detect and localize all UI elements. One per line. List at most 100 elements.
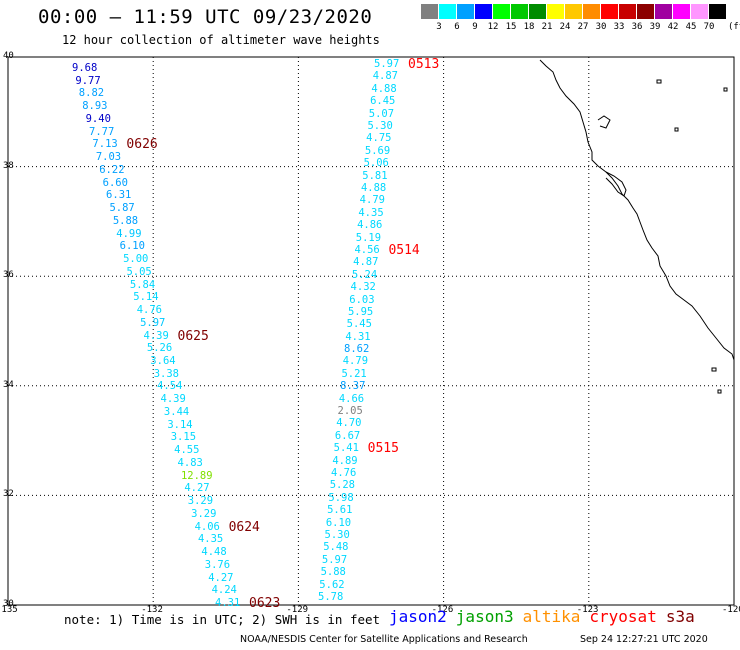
scale-swatch (709, 4, 727, 19)
lat-tick-label: 38 (3, 160, 14, 171)
wave-height-value: 3.64 (150, 354, 176, 367)
coastline-bay (605, 171, 627, 197)
wave-height-value: 7.13 (92, 138, 118, 151)
scale-swatch (583, 4, 601, 19)
lat-lon-grid (8, 57, 734, 605)
wave-height-value: 4.88 (360, 181, 387, 194)
scale-swatch (691, 4, 709, 19)
scale-label: 33 (613, 22, 625, 32)
wave-height-value: 2.05 (337, 405, 363, 418)
wave-height-value: 6.03 (349, 293, 375, 306)
wave-height-value: 5.26 (146, 342, 173, 355)
wave-height-value: 5.87 (109, 202, 135, 215)
pass-time-label: 0514 (388, 242, 420, 258)
scale-swatch (529, 4, 547, 19)
lat-tick-label: 32 (3, 489, 14, 500)
wave-height-value: 3.29 (191, 507, 217, 520)
wave-height-value: 6.10 (325, 516, 352, 529)
pass-time-label: 0624 (228, 519, 260, 535)
wave-height-value: 3.15 (170, 431, 197, 444)
wave-height-value: 5.05 (126, 265, 152, 278)
scale-swatch (493, 4, 511, 19)
footer-note: note: 1) Time is in UTC; 2) SWH is in fe… (64, 612, 381, 627)
wave-height-value: 4.39 (143, 329, 169, 342)
pass-time-label: 0626 (126, 137, 158, 153)
scale-label: 18 (523, 22, 535, 32)
lat-tick-label: 30 (3, 599, 14, 609)
wave-height-value: 8.37 (340, 380, 366, 393)
wave-height-value: 5.61 (327, 504, 353, 517)
scale-swatch (457, 4, 475, 19)
lon-tick-label: -126 (431, 605, 454, 615)
lon-tick-label: -132 (141, 605, 163, 615)
wave-height-value: 5.78 (318, 591, 344, 603)
wave-height-value: 5.62 (319, 578, 345, 591)
map-frame (7, 56, 735, 606)
pass-time-label: 0515 (367, 441, 399, 457)
wave-height-value: 8.93 (82, 100, 108, 113)
wave-height-value: 3.14 (167, 418, 193, 431)
wave-height-value: 5.30 (367, 119, 393, 132)
wave-height-value: 6.60 (102, 176, 128, 189)
scale-label: 36 (631, 22, 643, 32)
wave-height-value: 6.31 (106, 189, 132, 202)
wave-height-value: 5.95 (347, 305, 374, 318)
wave-height-value: 5.30 (324, 529, 350, 542)
wave-height-value: 5.97 (321, 553, 348, 566)
island-1 (656, 79, 662, 84)
scale-swatch (565, 4, 583, 19)
scale-label: 9 (472, 22, 478, 32)
wave-height-value: 5.84 (129, 278, 156, 291)
wave-height-value: 5.81 (362, 169, 388, 182)
wave-height-value: 5.69 (364, 144, 391, 157)
wave-height-value: 4.48 (201, 546, 227, 559)
scale-label: 30 (595, 22, 607, 32)
legend-jason2: jason2 (389, 607, 447, 626)
wave-height-value: 7.03 (95, 151, 122, 164)
wave-height-value: 5.41 (333, 442, 359, 455)
legend-jason3: jason3 (455, 607, 514, 626)
california-coastline (539, 59, 735, 394)
pass-time-label: 0623 (249, 596, 281, 611)
wave-height-value: 4.70 (336, 417, 362, 430)
coastline-inland (597, 115, 611, 129)
wave-height-value: 5.07 (368, 107, 395, 120)
scale-label: 21 (541, 22, 553, 32)
scale-label: 12 (487, 22, 499, 32)
wave-height-value: 12.89 (180, 469, 213, 482)
wave-height-value: 5.98 (328, 491, 354, 504)
scale-swatch (619, 4, 637, 19)
scale-label: 15 (505, 22, 517, 32)
wave-height-value: 5.97 (140, 316, 166, 329)
wave-height-value: 3.29 (187, 495, 214, 508)
wave-height-value: 4.86 (357, 219, 383, 232)
wave-height-value: 5.06 (363, 157, 389, 170)
legend-altika: altika (522, 607, 581, 626)
island-4 (717, 389, 722, 394)
wave-height-value: 4.24 (211, 584, 237, 597)
island-2 (674, 127, 679, 132)
scale-swatch (655, 4, 673, 19)
map-subtitle: 12 hour collection of altimeter wave hei… (62, 33, 380, 47)
legend-cryosat: cryosat (589, 607, 657, 626)
wave-height-value: 4.87 (372, 70, 398, 83)
coastline-mainland (539, 59, 735, 361)
wave-height-value: 6.67 (334, 429, 361, 442)
island-5 (723, 87, 728, 92)
lat-tick-label: 36 (3, 270, 14, 281)
scale-swatch (547, 4, 565, 19)
lon-tick-label: -123 (576, 605, 599, 615)
wave-height-value: 5.00 (123, 253, 149, 266)
wave-height-value: 5.24 (351, 268, 378, 281)
scale-label: 45 (685, 22, 697, 32)
wave-height-value: 5.21 (341, 367, 367, 380)
scale-label: 6 (454, 22, 460, 32)
wave-height-value: 4.27 (184, 482, 210, 495)
wave-height-value: 5.14 (133, 291, 159, 304)
wave-height-value: 7.77 (89, 125, 115, 138)
wave-height-value: 4.31 (215, 597, 241, 609)
wave-height-value: 6.45 (370, 95, 396, 108)
wave-height-value: 5.28 (329, 479, 356, 492)
wave-height-value: 4.55 (174, 444, 200, 457)
